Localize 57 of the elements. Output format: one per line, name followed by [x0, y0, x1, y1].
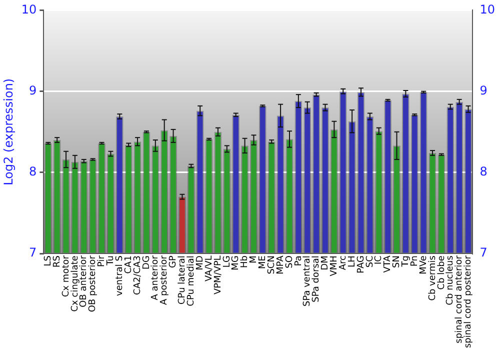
x-tick-label: DG — [142, 256, 152, 270]
x-tick-label: M — [249, 256, 260, 264]
x-tick-label: Cb vermis — [428, 255, 438, 301]
x-tick-label: SPa dorsal — [312, 256, 322, 302]
x-tick-label: CPu medial — [186, 256, 197, 306]
x-tick-label: spinal cord posterior — [464, 255, 474, 348]
x-tick-label: Pa — [294, 256, 304, 266]
x-tick-label: Tg — [401, 256, 412, 268]
x-tick-label: Hb — [240, 255, 250, 268]
x-tick-label: VPM/VPL — [213, 256, 224, 295]
x-tick-label: IC — [374, 256, 384, 265]
x-tick-label: ventral S — [114, 255, 125, 296]
x-tick-label: PAG — [356, 256, 366, 274]
x-tick-label: VA/VL — [204, 256, 214, 282]
y2-tick-label: 10 — [480, 2, 496, 16]
x-tick-label: GP — [168, 255, 179, 268]
x-tick-label: spinal cord anterior — [454, 255, 465, 344]
x-tick-label: SN — [392, 256, 402, 268]
y-tick-label: 9 — [29, 83, 37, 98]
x-tick-label: DM — [320, 256, 331, 270]
x-tick-label: OB anterior — [79, 255, 90, 308]
x-tick-label: Pn — [410, 256, 420, 267]
y-tick-label: 7 — [29, 246, 37, 260]
x-tick-label: RS — [52, 255, 62, 268]
y-tick-label: 8 — [29, 164, 37, 179]
x-tick-label: A anterior — [150, 255, 161, 300]
x-tick-label: Cb lobe — [436, 255, 447, 290]
x-tick-label: VTA — [383, 254, 394, 273]
x-tick-label: OB posterior — [88, 255, 98, 312]
x-tick-label: SC — [365, 256, 376, 268]
x-tick-label: Tu — [106, 256, 116, 266]
x-tick-label: MG — [231, 256, 242, 270]
x-tick-label: CA2/CA3 — [132, 256, 143, 295]
x-tick-label: MPA — [276, 254, 286, 274]
x-tick-label: ME — [258, 255, 268, 270]
x-tick-label: LS — [43, 255, 54, 266]
x-tick-label: VMH — [330, 256, 340, 276]
y-tick-label: 10 — [21, 2, 37, 16]
x-tick-label: Cx motor — [61, 255, 72, 298]
x-tick-label: MD — [195, 256, 206, 270]
x-tick-label: SPa ventral — [302, 256, 313, 307]
x-tick-label: LH — [347, 256, 358, 268]
x-tick-label: LG — [222, 256, 232, 268]
x-tick-label: Arc — [338, 256, 348, 270]
y2-tick-label: 9 — [480, 83, 488, 98]
x-tick-label: CA1 — [124, 256, 134, 274]
x-tick-label: Pir — [97, 255, 108, 268]
y-axis-title: Log2 (expression) — [1, 78, 16, 186]
x-tick-label: Cx cingulate — [70, 255, 80, 312]
x-tick-label: A posterior — [160, 255, 170, 305]
x-tick-label: SO — [284, 256, 295, 268]
x-tick-label: MVe — [418, 255, 429, 274]
y2-tick-label: 8 — [480, 164, 488, 179]
x-tick-label: CPu lateral — [178, 256, 188, 304]
x-tick-label: SCN — [266, 256, 277, 274]
x-tick-label: Cb nucleus — [446, 255, 456, 306]
y2-tick-label: 7 — [480, 246, 488, 260]
